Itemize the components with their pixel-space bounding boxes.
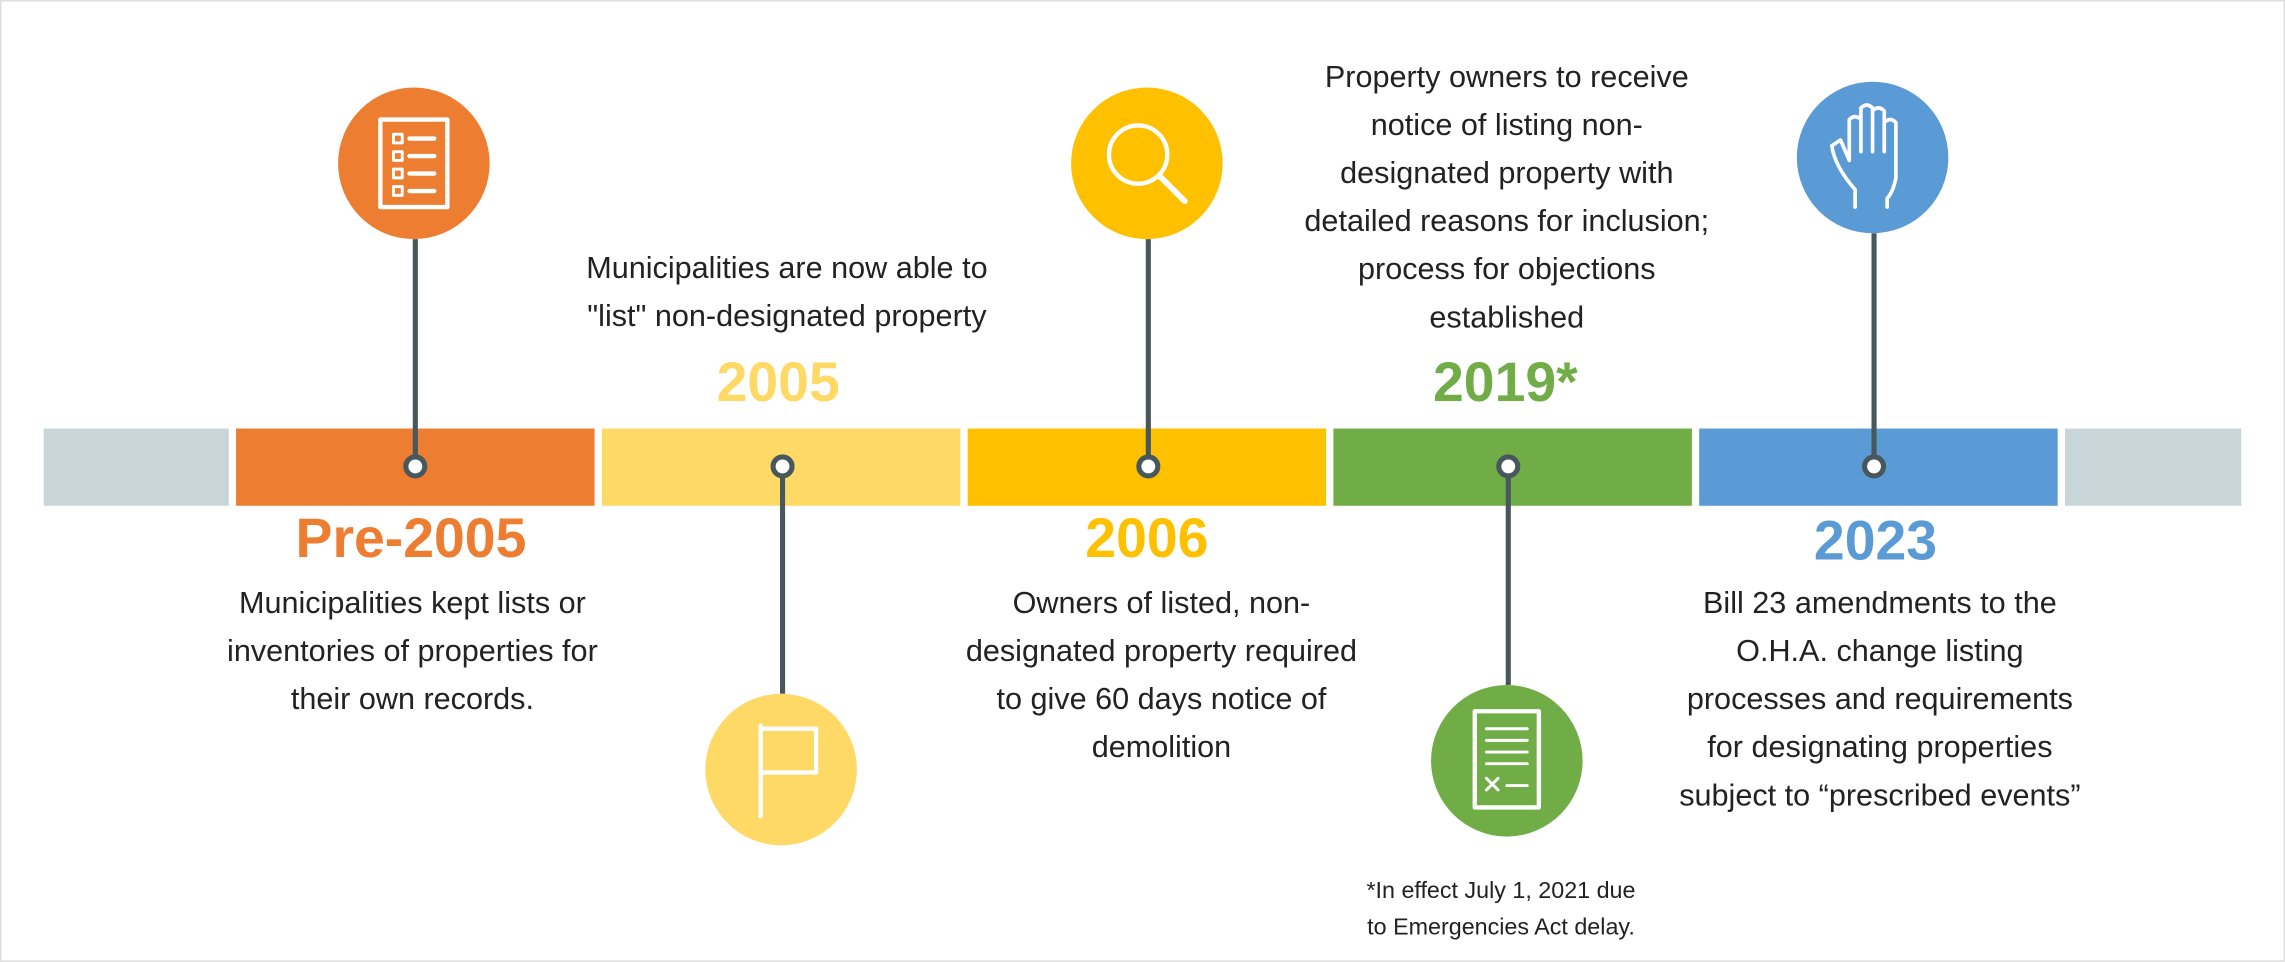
icon-circle (338, 87, 490, 240)
description: established (1429, 300, 1584, 334)
description: Municipalities kept lists or (239, 586, 586, 620)
description: detailed reasons for inclusion; (1304, 204, 1709, 238)
description: their own records. (291, 682, 534, 716)
icon-part (392, 132, 404, 145)
year: 2006 (1085, 507, 1208, 569)
icon (1472, 709, 1542, 810)
description: O.H.A. change listing (1736, 634, 2023, 668)
node (403, 454, 428, 479)
icon (378, 117, 450, 210)
description: process for objections (1358, 252, 1656, 286)
icon-part (1472, 709, 1542, 810)
icon (758, 723, 819, 819)
node (770, 454, 795, 479)
icon-circle (1071, 87, 1223, 240)
icon-part (392, 185, 404, 197)
year: 2023 (1814, 510, 1937, 572)
icon-part (392, 150, 404, 162)
node (1496, 454, 1521, 479)
description: Municipalities are now able to (586, 251, 987, 285)
bar-end (2064, 428, 2242, 506)
description: notice of listing non- (1371, 108, 1643, 142)
icon-part (1484, 776, 1529, 792)
icon-part (1829, 103, 1898, 209)
description: subject to “prescribed events” (1679, 778, 2080, 812)
icon-part (1106, 123, 1170, 186)
description: Owners of listed, non- (1013, 586, 1311, 620)
description: designated property with (1340, 156, 1673, 190)
icon-circle (1796, 81, 1949, 234)
description: designated property required (966, 634, 1357, 668)
year: Pre-2005 (296, 507, 527, 569)
node (1862, 454, 1887, 479)
icon (1106, 123, 1188, 205)
description: "list" non-designated property (587, 299, 987, 333)
icon-circle (705, 693, 857, 846)
description: Bill 23 amendments to the (1703, 586, 2057, 620)
description: Property owners to receive (1325, 60, 1689, 94)
bar-start (43, 428, 229, 506)
year: 2019* (1433, 351, 1578, 413)
icon-circle (1431, 685, 1583, 837)
description: for designating properties (1707, 730, 2052, 764)
description: processes and requirements (1687, 682, 2073, 716)
icon (1829, 103, 1898, 209)
footnote: to Emergencies Act delay. (1367, 914, 1635, 940)
description: to give 60 days notice of (996, 682, 1326, 716)
icon-part (392, 167, 404, 180)
icon-part (758, 726, 819, 775)
description: inventories of properties for (227, 634, 598, 668)
description: demolition (1092, 730, 1231, 764)
icon-part (378, 117, 450, 210)
year: 2005 (717, 351, 840, 413)
footnote: *In effect July 1, 2021 due (1366, 877, 1635, 903)
icon-part (1157, 173, 1188, 205)
node (1136, 454, 1161, 479)
